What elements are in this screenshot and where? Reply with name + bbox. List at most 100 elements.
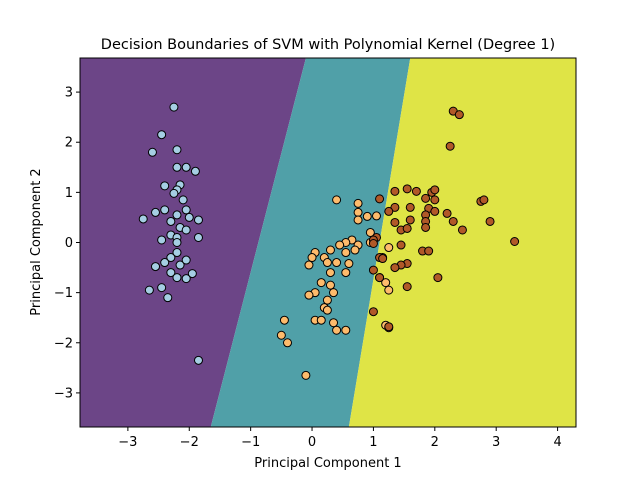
data-point-class-1 — [316, 278, 326, 288]
data-point-class-1 — [372, 211, 381, 221]
data-point-class-0 — [166, 216, 176, 226]
plot-area — [79, 57, 577, 428]
data-point-class-2 — [479, 195, 489, 205]
data-point-class-2 — [405, 202, 415, 212]
data-point-class-0 — [181, 205, 191, 215]
x-tick-label: 1 — [369, 435, 377, 450]
data-point-class-2 — [368, 239, 378, 248]
y-tick-label: 2 — [65, 136, 73, 151]
x-tick-label: −3 — [118, 435, 137, 450]
data-point-class-1 — [332, 258, 342, 268]
y-tick-label: −2 — [54, 336, 73, 351]
data-point-class-1 — [329, 288, 339, 298]
data-point-class-0 — [157, 130, 167, 140]
data-point-class-0 — [147, 147, 157, 157]
data-point-class-0 — [166, 253, 176, 263]
data-point-class-1 — [325, 245, 335, 255]
data-point-class-2 — [384, 322, 394, 332]
data-point-class-2 — [384, 206, 394, 216]
data-point-class-0 — [172, 162, 182, 172]
data-point-class-0 — [193, 232, 203, 242]
y-tick-label: 3 — [65, 86, 73, 101]
x-tick-label: 4 — [553, 435, 561, 450]
data-point-class-1 — [344, 259, 354, 269]
data-point-class-0 — [160, 258, 170, 268]
data-point-class-0 — [166, 268, 176, 278]
data-point-class-0 — [144, 285, 154, 295]
y-tick-label: −3 — [54, 386, 73, 401]
data-point-class-1 — [325, 268, 335, 278]
data-point-class-1 — [384, 243, 394, 253]
data-point-class-1 — [335, 240, 345, 250]
y-tick-label: 0 — [65, 236, 73, 251]
data-point-class-0 — [157, 283, 167, 293]
data-point-class-2 — [390, 263, 400, 273]
data-point-class-1 — [316, 315, 326, 325]
x-tick-label: 0 — [308, 435, 316, 450]
data-point-class-1 — [341, 248, 351, 258]
data-point-class-0 — [151, 262, 160, 272]
data-point-class-1 — [341, 325, 351, 335]
data-point-class-2 — [378, 254, 388, 264]
x-tick-label: 3 — [492, 435, 500, 450]
data-point-class-2 — [445, 141, 455, 151]
data-point-class-1 — [322, 258, 332, 268]
data-point-class-1 — [384, 285, 394, 295]
decision-region-class-2 — [348, 58, 576, 427]
data-point-class-0 — [157, 235, 167, 245]
data-point-class-2 — [430, 195, 440, 205]
data-point-class-2 — [442, 208, 452, 218]
data-point-class-2 — [396, 240, 406, 250]
data-point-class-2 — [430, 206, 440, 216]
data-point-class-2 — [375, 273, 385, 283]
decision-region-class-1 — [210, 58, 411, 427]
x-tick-label: −2 — [180, 435, 199, 450]
data-point-class-0 — [175, 260, 185, 270]
data-point-class-1 — [350, 245, 360, 255]
data-point-class-0 — [181, 255, 191, 265]
data-point-class-0 — [193, 355, 203, 365]
data-point-class-1 — [322, 305, 332, 315]
y-tick-label: −1 — [54, 286, 73, 301]
data-point-class-1 — [279, 315, 289, 325]
data-point-class-0 — [160, 205, 170, 215]
data-point-class-2 — [402, 282, 412, 292]
data-point-class-0 — [172, 238, 182, 247]
data-point-class-2 — [421, 222, 431, 232]
data-point-class-0 — [190, 166, 200, 176]
y-axis-label: Principal Component 2 — [29, 168, 44, 315]
data-point-class-0 — [181, 162, 191, 172]
data-point-class-0 — [163, 293, 173, 303]
data-point-class-1 — [307, 253, 317, 263]
data-point-class-0 — [169, 102, 179, 112]
data-point-class-2 — [375, 194, 385, 204]
x-axis: −3 −2 −1 0 1 2 3 4 — [118, 427, 562, 450]
chart-title: Decision Boundaries of SVM with Polynomi… — [101, 37, 555, 53]
data-point-class-2 — [433, 273, 443, 283]
data-point-class-2 — [411, 186, 421, 196]
data-point-class-0 — [172, 145, 182, 155]
decision-regions — [80, 58, 576, 427]
data-point-class-2 — [421, 193, 431, 203]
data-point-class-2 — [424, 246, 434, 256]
data-point-class-1 — [353, 198, 363, 208]
data-point-class-2 — [448, 216, 458, 226]
data-point-class-1 — [332, 195, 342, 205]
data-point-class-2 — [405, 215, 415, 225]
data-point-class-1 — [353, 215, 363, 225]
data-point-class-0 — [184, 212, 194, 222]
data-point-class-0 — [169, 188, 179, 198]
data-point-class-0 — [181, 225, 191, 235]
data-point-class-2 — [368, 307, 378, 317]
data-point-class-1 — [341, 268, 351, 278]
x-tick-label: −1 — [241, 435, 260, 450]
data-point-class-2 — [368, 265, 378, 275]
data-point-class-0 — [151, 207, 160, 217]
data-point-class-1 — [381, 278, 391, 288]
data-point-class-1 — [276, 330, 286, 340]
y-tick-label: 1 — [65, 186, 73, 201]
data-point-class-1 — [325, 280, 335, 290]
data-point-class-1 — [322, 295, 332, 305]
decision-region-class-0 — [80, 58, 306, 427]
